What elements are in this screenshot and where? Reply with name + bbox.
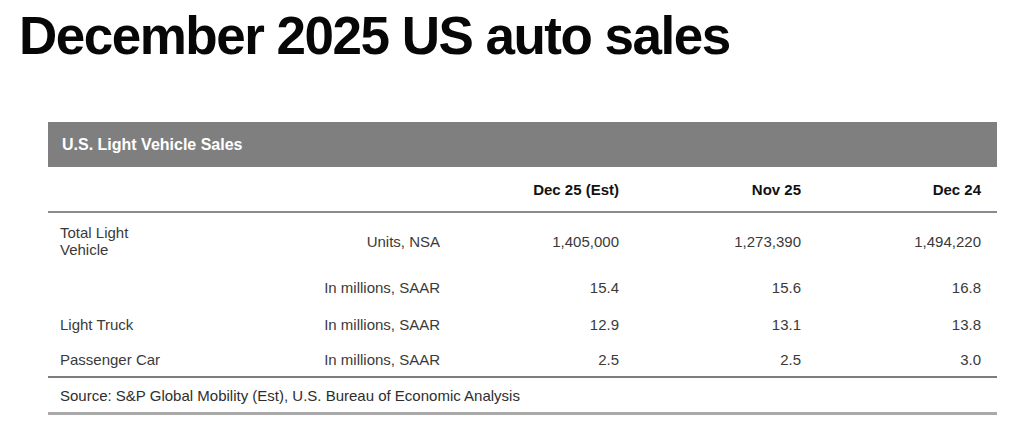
row-label: Passenger Car	[48, 343, 247, 377]
article-page: December 2025 US auto sales U.S. Light V…	[0, 0, 1024, 442]
value-cell: 15.4	[454, 269, 633, 306]
value-cell: 1,494,220	[815, 212, 997, 269]
page-title: December 2025 US auto sales	[19, 4, 730, 68]
value-cell: 1,273,390	[633, 212, 815, 269]
source-row: Source: S&P Global Mobility (Est), U.S. …	[48, 377, 997, 414]
table-row: Total Light Vehicle Units, NSA 1,405,000…	[48, 212, 997, 269]
table-row: In millions, SAAR 15.4 15.6 16.8	[48, 269, 997, 306]
table-row: Passenger Car In millions, SAAR 2.5 2.5 …	[48, 343, 997, 377]
row-label	[48, 269, 247, 306]
column-header-empty-measure	[247, 167, 454, 212]
measure-cell: Units, NSA	[247, 212, 454, 269]
row-label-text: Passenger Car	[60, 351, 160, 368]
row-label-text: Total Light Vehicle	[60, 224, 178, 258]
value-cell: 3.0	[815, 343, 997, 377]
value-cell: 12.9	[454, 306, 633, 343]
value-cell: 15.6	[633, 269, 815, 306]
light-vehicle-sales-table: U.S. Light Vehicle Sales Dec 25 (Est) No…	[48, 122, 997, 415]
value-cell: 13.1	[633, 306, 815, 343]
column-header-empty-label	[48, 167, 247, 212]
measure-cell: In millions, SAAR	[247, 306, 454, 343]
row-label-text: Light Truck	[60, 316, 133, 333]
row-label: Light Truck	[48, 306, 247, 343]
row-label: Total Light Vehicle	[48, 212, 247, 269]
table-row: Light Truck In millions, SAAR 12.9 13.1 …	[48, 306, 997, 343]
column-header-dec24: Dec 24	[815, 167, 997, 212]
sales-data-table: Dec 25 (Est) Nov 25 Dec 24 Total Light V…	[48, 167, 997, 415]
source-note: Source: S&P Global Mobility (Est), U.S. …	[48, 377, 997, 414]
value-cell: 1,405,000	[454, 212, 633, 269]
measure-cell: In millions, SAAR	[247, 269, 454, 306]
column-header-row: Dec 25 (Est) Nov 25 Dec 24	[48, 167, 997, 212]
measure-cell: In millions, SAAR	[247, 343, 454, 377]
value-cell: 13.8	[815, 306, 997, 343]
table-title-bar: U.S. Light Vehicle Sales	[48, 122, 997, 167]
value-cell: 2.5	[633, 343, 815, 377]
column-header-dec25: Dec 25 (Est)	[454, 167, 633, 212]
value-cell: 16.8	[815, 269, 997, 306]
column-header-nov25: Nov 25	[633, 167, 815, 212]
value-cell: 2.5	[454, 343, 633, 377]
table-title: U.S. Light Vehicle Sales	[62, 136, 243, 154]
